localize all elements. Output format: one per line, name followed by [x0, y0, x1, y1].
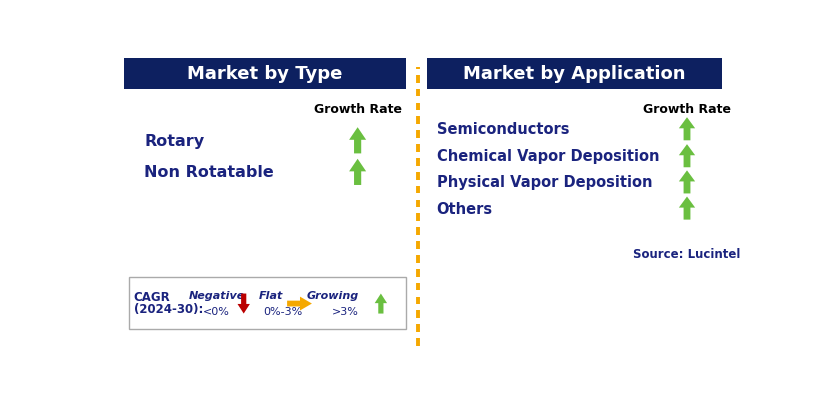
Text: Source: Lucintel: Source: Lucintel [633, 247, 741, 260]
Text: Growing: Growing [306, 290, 359, 300]
Text: Growth Rate: Growth Rate [643, 103, 731, 116]
Text: Market by Type: Market by Type [187, 65, 342, 83]
Text: Market by Application: Market by Application [464, 65, 686, 83]
Polygon shape [349, 128, 366, 154]
Text: Rotary: Rotary [144, 133, 205, 148]
Text: Flat: Flat [258, 290, 283, 300]
Polygon shape [679, 118, 695, 141]
Polygon shape [287, 297, 312, 311]
Polygon shape [679, 197, 695, 220]
Text: Others: Others [437, 201, 493, 216]
Polygon shape [679, 145, 695, 168]
Text: Physical Vapor Deposition: Physical Vapor Deposition [437, 175, 652, 190]
Polygon shape [375, 294, 387, 314]
Polygon shape [237, 294, 250, 314]
Text: <0%: <0% [203, 306, 230, 316]
Text: Growth Rate: Growth Rate [314, 103, 402, 116]
Text: (2024-30):: (2024-30): [134, 303, 203, 316]
Polygon shape [679, 171, 695, 194]
Text: Negative: Negative [188, 290, 244, 300]
Text: Non Rotatable: Non Rotatable [144, 165, 275, 180]
Text: >3%: >3% [332, 306, 359, 316]
Text: 0%-3%: 0%-3% [263, 306, 303, 316]
FancyBboxPatch shape [427, 59, 722, 90]
Text: Semiconductors: Semiconductors [437, 122, 569, 137]
FancyBboxPatch shape [129, 277, 407, 329]
Text: CAGR: CAGR [134, 290, 170, 304]
Polygon shape [349, 159, 366, 185]
Text: Chemical Vapor Deposition: Chemical Vapor Deposition [437, 149, 659, 164]
FancyBboxPatch shape [124, 59, 406, 90]
